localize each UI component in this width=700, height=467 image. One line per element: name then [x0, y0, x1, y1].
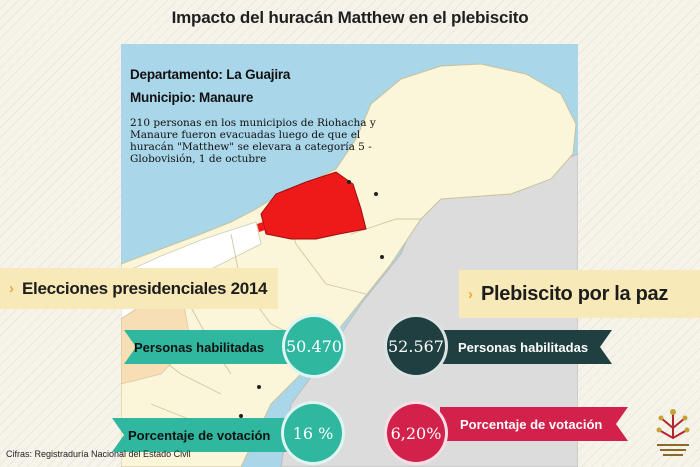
logo-icon: [651, 408, 695, 460]
departamento-label: Departamento: La Guajira: [130, 67, 291, 82]
plebiscito-votacion-label: Porcentaje de votación: [460, 416, 603, 432]
municipio-label: Municipio: Manaure: [130, 90, 254, 105]
plebiscito-habilitadas-label: Personas habilitadas: [458, 339, 589, 355]
chevron-right-icon: ›: [468, 285, 473, 303]
banner-plebiscito-label: Plebiscito por la paz: [481, 282, 669, 305]
info-note: 210 personas en los municipios de Riohac…: [130, 117, 376, 165]
ribbon-shape: [112, 418, 292, 452]
info-block: Departamento: La Guajira Municipio: Mana…: [130, 67, 430, 165]
plebiscito-votacion-value: 6,20%: [384, 401, 448, 465]
ribbon-shape: [436, 330, 612, 364]
ribbon-shape: [440, 407, 628, 441]
banner-plebiscito: › Plebiscito por la paz: [459, 270, 700, 318]
ribbon-plebiscito-habilitadas: Personas habilitadas: [436, 330, 612, 364]
elecciones-habilitadas-label: Personas habilitadas: [134, 339, 265, 355]
ribbon-shape: [124, 330, 294, 364]
elecciones-habilitadas-value: 50.470: [282, 314, 346, 378]
page-title: Impacto del huracán Matthew en el plebis…: [171, 8, 529, 27]
source-note: Cifras: Registraduría Nacional del Estad…: [6, 449, 191, 459]
banner-elecciones-label: Elecciones presidenciales 2014: [22, 278, 268, 298]
elecciones-votacion-label: Porcentaje de votación: [128, 427, 271, 443]
ribbon-plebiscito-votacion: Porcentaje de votación: [440, 407, 628, 441]
chevron-right-icon: ›: [9, 280, 14, 297]
banner-elecciones: › Elecciones presidenciales 2014: [0, 268, 278, 309]
elecciones-votacion-value: 16 %: [281, 401, 345, 465]
ribbon-elecciones-habilitadas: Personas habilitadas: [124, 330, 294, 364]
plebiscito-habilitadas-value: 52.567: [384, 314, 448, 378]
ribbon-elecciones-votacion: Porcentaje de votación: [112, 418, 292, 452]
